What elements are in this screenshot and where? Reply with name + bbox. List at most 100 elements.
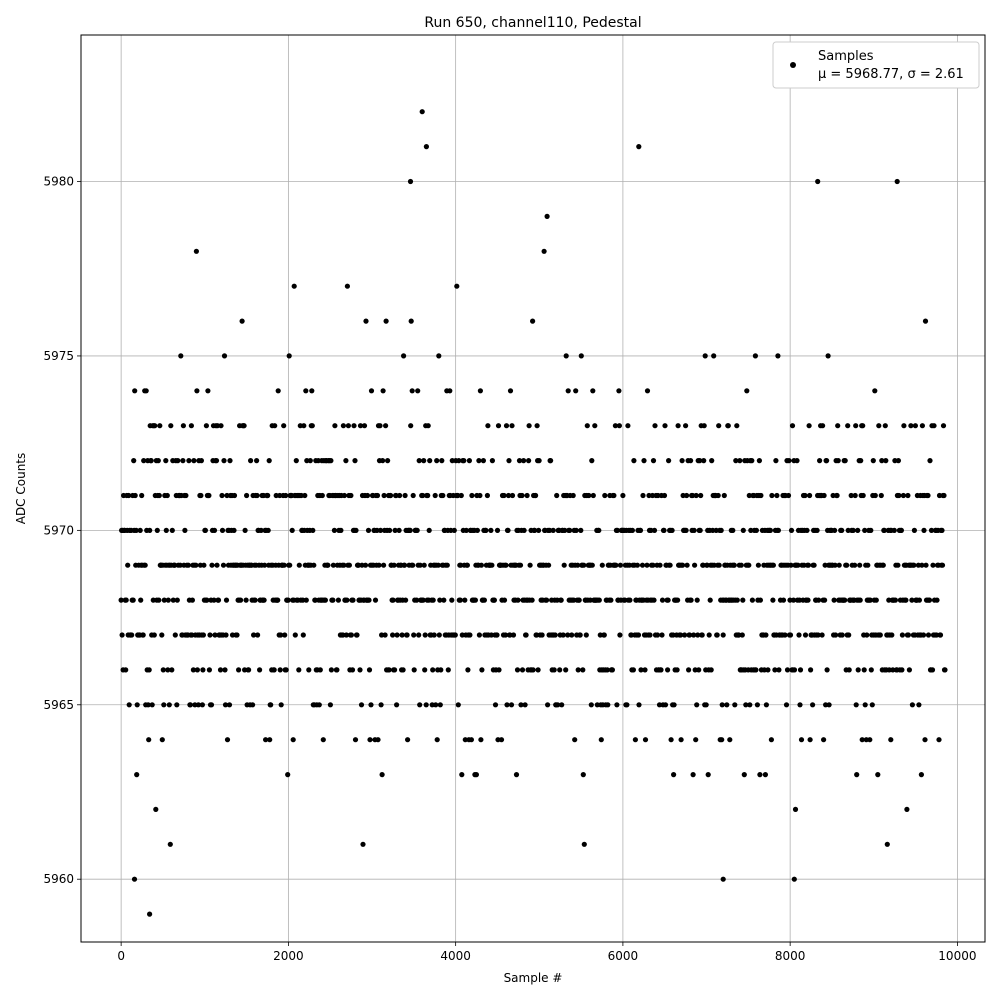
sample-point bbox=[444, 562, 450, 568]
sample-point bbox=[789, 423, 796, 429]
sample-point bbox=[317, 667, 323, 673]
sample-point bbox=[416, 458, 422, 464]
sample-point bbox=[126, 702, 132, 708]
sample-point bbox=[410, 492, 416, 499]
sample-point bbox=[459, 772, 465, 778]
sample-point bbox=[507, 388, 514, 394]
sample-point bbox=[620, 492, 626, 499]
sample-point bbox=[504, 702, 510, 708]
sample-point bbox=[451, 527, 457, 534]
sample-point bbox=[608, 597, 614, 603]
sample-point bbox=[408, 423, 414, 429]
sample-point bbox=[437, 702, 443, 708]
sample-point bbox=[548, 458, 554, 464]
sample-point bbox=[207, 632, 213, 638]
sample-point bbox=[468, 737, 474, 743]
sample-point bbox=[806, 423, 812, 429]
sample-point bbox=[411, 667, 417, 673]
sample-point bbox=[805, 597, 811, 603]
sample-point bbox=[258, 527, 264, 534]
sample-point bbox=[616, 423, 623, 429]
sample-point bbox=[231, 527, 237, 534]
sample-point bbox=[691, 527, 697, 534]
sample-point bbox=[835, 458, 841, 464]
sample-point bbox=[940, 423, 947, 429]
sample-point bbox=[925, 632, 932, 638]
sample-point bbox=[815, 632, 821, 638]
sample-point bbox=[926, 597, 933, 603]
sample-point bbox=[353, 527, 359, 534]
sample-point bbox=[271, 667, 277, 673]
sample-point bbox=[868, 527, 874, 534]
sample-point bbox=[180, 458, 186, 464]
sample-point bbox=[612, 423, 619, 429]
sample-point bbox=[422, 667, 428, 673]
sample-point bbox=[596, 597, 602, 603]
sample-point bbox=[194, 667, 200, 673]
sample-point bbox=[916, 702, 922, 708]
sample-point bbox=[386, 667, 392, 673]
sample-point-outlier bbox=[791, 876, 797, 882]
sample-point bbox=[635, 632, 642, 638]
sample-point bbox=[234, 632, 240, 638]
sample-point bbox=[309, 388, 315, 394]
sample-point bbox=[661, 492, 668, 499]
sample-point bbox=[562, 527, 568, 534]
sample-point bbox=[922, 318, 929, 324]
sample-point bbox=[307, 458, 313, 464]
sample-point bbox=[465, 667, 471, 673]
sample-point bbox=[658, 667, 664, 673]
sample-point bbox=[388, 492, 394, 499]
sample-point bbox=[523, 632, 529, 638]
sample-point bbox=[802, 492, 808, 499]
sample-point bbox=[762, 772, 769, 778]
sample-point bbox=[802, 632, 809, 638]
sample-point bbox=[420, 492, 426, 499]
sample-point bbox=[185, 562, 191, 568]
sample-point bbox=[431, 632, 437, 638]
sample-point bbox=[515, 597, 521, 603]
sample-point bbox=[399, 632, 405, 638]
sample-point bbox=[147, 527, 153, 534]
sample-point bbox=[919, 562, 925, 568]
sample-point bbox=[375, 737, 381, 743]
sample-point bbox=[351, 423, 357, 429]
sample-point bbox=[149, 702, 155, 708]
sample-point bbox=[536, 458, 542, 464]
sample-point bbox=[510, 632, 517, 638]
sample-point bbox=[705, 772, 711, 778]
sample-point bbox=[867, 737, 873, 743]
sample-point bbox=[494, 527, 501, 534]
sample-point bbox=[706, 632, 712, 638]
sample-point bbox=[765, 667, 771, 673]
sample-point bbox=[755, 562, 762, 568]
sample-point bbox=[195, 702, 201, 708]
sample-point bbox=[666, 458, 672, 464]
sample-point bbox=[348, 632, 354, 638]
sample-point bbox=[748, 527, 754, 534]
sample-point bbox=[287, 562, 293, 568]
sample-point bbox=[609, 667, 616, 673]
sample-point bbox=[283, 667, 289, 673]
sample-point bbox=[383, 318, 389, 324]
sample-point bbox=[231, 492, 238, 499]
sample-point bbox=[855, 527, 861, 534]
sample-point bbox=[858, 458, 864, 464]
sample-point bbox=[684, 562, 690, 568]
sample-point bbox=[466, 458, 472, 464]
sample-point bbox=[255, 632, 261, 638]
sample-point bbox=[275, 597, 281, 603]
sample-point bbox=[440, 492, 446, 499]
sample-point bbox=[613, 562, 619, 568]
sample-point bbox=[775, 353, 781, 359]
sample-point bbox=[433, 702, 439, 708]
sample-point bbox=[435, 562, 441, 568]
sample-point bbox=[289, 527, 295, 534]
sample-point bbox=[137, 527, 143, 534]
sample-point bbox=[696, 667, 702, 673]
sample-point bbox=[517, 562, 524, 568]
sample-point bbox=[738, 562, 744, 568]
sample-point bbox=[396, 527, 402, 534]
sample-point bbox=[744, 388, 750, 394]
sample-point bbox=[303, 388, 309, 394]
